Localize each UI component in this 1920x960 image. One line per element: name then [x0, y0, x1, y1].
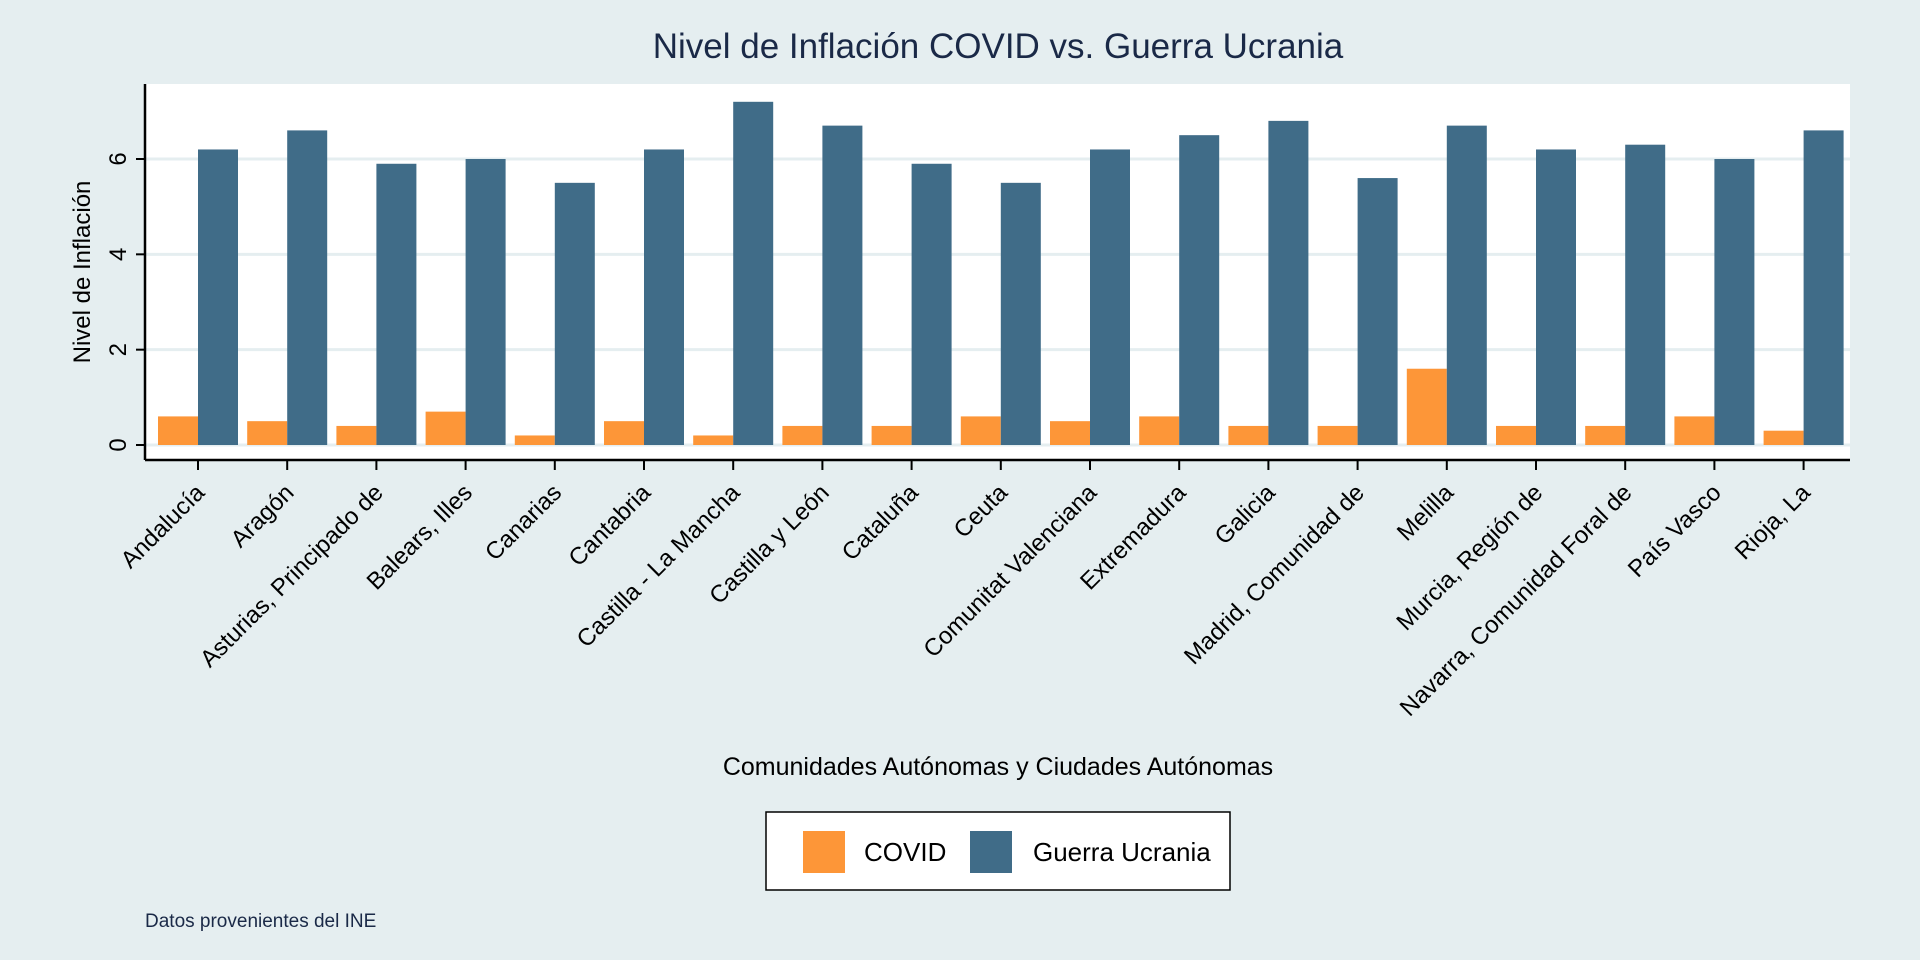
- bar-covid: [1674, 416, 1715, 445]
- legend-label-guerra-ucrania: Guerra Ucrania: [1033, 837, 1211, 867]
- x-tick-label: Madrid, Comunidad de: [1179, 479, 1370, 670]
- bar-guerra-ucrania: [198, 149, 238, 445]
- legend-swatch-guerra-ucrania: [970, 831, 1012, 873]
- bar-covid: [782, 425, 823, 445]
- bar-covid: [247, 421, 288, 445]
- x-tick-label: Cataluña: [837, 479, 924, 566]
- y-tick-label: 2: [105, 343, 132, 356]
- y-tick-label: 6: [105, 152, 132, 165]
- bar-covid: [1317, 425, 1358, 445]
- bar-covid: [514, 435, 555, 445]
- bar-covid: [1406, 368, 1447, 445]
- legend-label-covid: COVID: [864, 837, 946, 867]
- x-tick-label: Canarias: [480, 479, 567, 566]
- x-tick-label: Melilla: [1392, 479, 1460, 547]
- bar-guerra-ucrania: [1357, 178, 1398, 446]
- bar-guerra-ucrania: [1446, 125, 1487, 445]
- bar-guerra-ucrania: [1179, 135, 1220, 445]
- bar-covid: [1050, 421, 1090, 445]
- bar-guerra-ucrania: [1536, 149, 1576, 445]
- bar-guerra-ucrania: [644, 149, 684, 445]
- bar-guerra-ucrania: [376, 163, 417, 445]
- bar-guerra-ucrania: [733, 101, 774, 446]
- legend: COVID Guerra Ucrania: [765, 811, 1231, 891]
- x-tick-label: Asturias, Principado de: [195, 479, 389, 673]
- x-tick-label: Rioja, La: [1730, 479, 1817, 566]
- bar-covid: [1585, 425, 1626, 445]
- source-note: Datos provenientes del INE: [145, 911, 376, 932]
- bar-guerra-ucrania: [1090, 149, 1130, 445]
- y-axis-label: Nivel de Inflación: [69, 181, 96, 364]
- bar-guerra-ucrania: [465, 159, 506, 445]
- bar-guerra-ucrania: [1268, 120, 1309, 445]
- legend-swatch-covid: [803, 831, 845, 873]
- x-tick-label: Ceuta: [949, 479, 1014, 544]
- bar-guerra-ucrania: [1714, 159, 1755, 445]
- x-tick-label: Cantabria: [564, 479, 657, 572]
- y-tick-label: 4: [105, 248, 132, 261]
- bar-covid: [1139, 416, 1180, 445]
- bar-covid: [693, 435, 734, 445]
- bar-guerra-ucrania: [911, 163, 952, 445]
- bar-covid: [960, 416, 1001, 445]
- bar-covid: [158, 416, 198, 445]
- bar-covid: [604, 421, 644, 445]
- x-tick-label: Aragón: [226, 479, 300, 553]
- x-tick-label: Galicia: [1210, 479, 1281, 550]
- bar-covid: [336, 425, 377, 445]
- bar-guerra-ucrania: [1803, 130, 1844, 445]
- bar-covid: [425, 411, 466, 445]
- bar-covid: [1496, 425, 1536, 445]
- y-tick-label: 0: [105, 438, 132, 451]
- bars: [158, 101, 1844, 446]
- bar-guerra-ucrania: [1625, 144, 1666, 445]
- axes: [143, 84, 1850, 462]
- x-tick-label: Castilla - La Mancha: [572, 479, 746, 653]
- bar-guerra-ucrania: [822, 125, 863, 445]
- bar-covid: [1228, 425, 1269, 445]
- bar-covid: [871, 425, 912, 445]
- bar-guerra-ucrania: [554, 182, 595, 446]
- bar-guerra-ucrania: [1000, 182, 1041, 446]
- x-tick-label: Comunitat Valenciana: [918, 479, 1102, 663]
- bar-covid: [1763, 430, 1804, 445]
- bar-guerra-ucrania: [287, 130, 328, 445]
- x-tick-label: Andalucía: [116, 479, 211, 574]
- x-tick-label: Murcia, Región de: [1391, 479, 1548, 636]
- y-ticks: 0 2 4 6: [105, 152, 145, 452]
- x-axis-label: Comunidades Autónomas y Ciudades Autónom…: [723, 753, 1273, 781]
- chart-title: Nivel de Inflación COVID vs. Guerra Ucra…: [653, 27, 1344, 66]
- x-tick-label: País Vasco: [1623, 479, 1727, 583]
